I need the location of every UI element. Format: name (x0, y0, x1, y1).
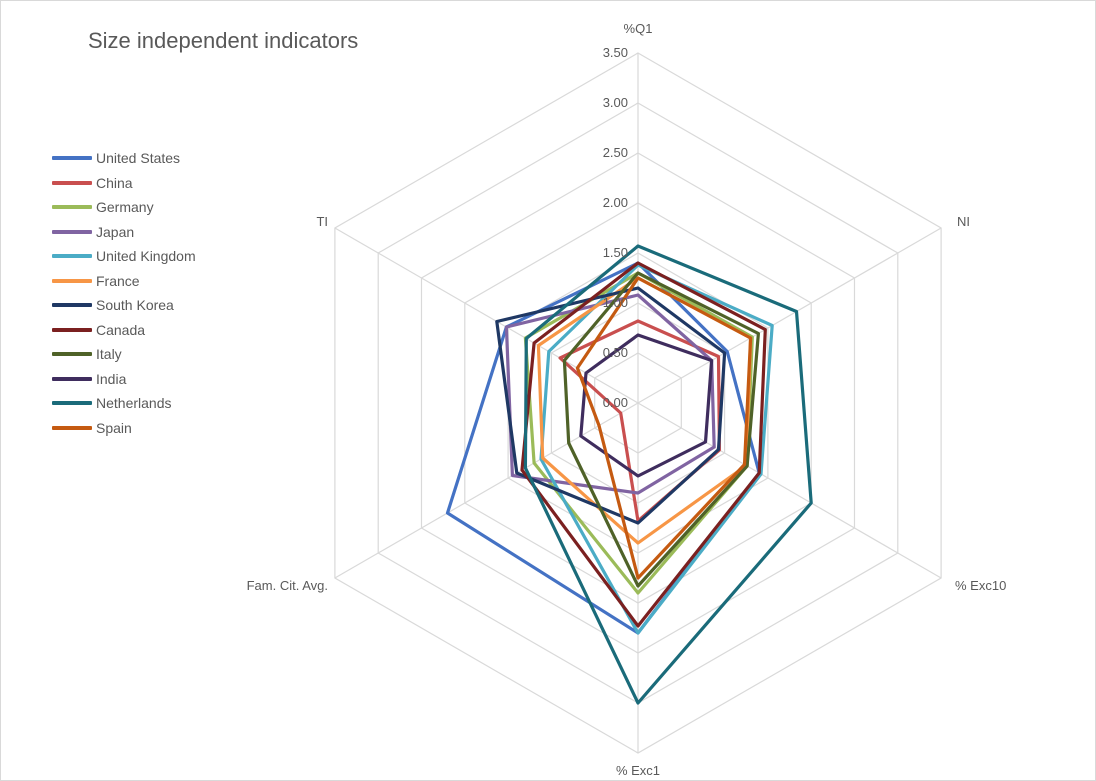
legend: United States China Germany Japan United Kin… (52, 146, 196, 440)
axis-spoke (334, 227, 639, 404)
legend-item: South Korea (52, 293, 196, 318)
legend-item: United States (52, 146, 196, 171)
legend-swatch (52, 156, 92, 161)
legend-swatch (52, 327, 92, 332)
series-line-netherlands (523, 244, 813, 705)
tick-label: 0.50 (603, 345, 628, 360)
legend-swatch (52, 180, 92, 185)
legend-item: Germany (52, 195, 196, 220)
legend-label: Italy (96, 346, 122, 363)
tick-label: 3.00 (603, 95, 628, 110)
legend-item: India (52, 367, 196, 392)
legend-swatch (52, 303, 92, 308)
tick-label: 1.50 (603, 245, 628, 260)
axis-label: % Exc1 (616, 763, 660, 778)
series-line-italy (562, 271, 761, 588)
radar-series (445, 244, 813, 705)
chart-title: Size independent indicators (88, 28, 359, 53)
legend-swatch (52, 229, 92, 234)
legend-swatch (52, 425, 92, 430)
legend-swatch (52, 352, 92, 357)
legend-label: China (96, 174, 133, 191)
axis-label: NI (957, 214, 970, 229)
legend-item: Canada (52, 318, 196, 343)
series-line-united-kingdom (539, 263, 774, 635)
legend-item: France (52, 269, 196, 294)
axis-label: TI (316, 214, 328, 229)
axis-spoke (637, 402, 942, 579)
legend-label: Japan (96, 223, 135, 240)
series-line-canada (520, 261, 767, 628)
legend-item: Italy (52, 342, 196, 367)
axis-spoke (334, 402, 639, 579)
legend-swatch (52, 205, 92, 210)
legend-item: Japan (52, 220, 196, 245)
radar-tick-labels: 0.00 0.50 1.00 1.50 2.00 2.50 3.00 3.50 (603, 45, 628, 410)
legend-label: Canada (96, 321, 146, 338)
legend-swatch (52, 401, 92, 406)
legend-label: India (96, 370, 127, 387)
tick-label: 2.50 (603, 145, 628, 160)
legend-item: China (52, 171, 196, 196)
legend-item: United Kingdom (52, 244, 196, 269)
legend-item: Spain (52, 416, 196, 441)
legend-label: Spain (96, 419, 132, 436)
tick-label: 0.00 (603, 395, 628, 410)
radar-axes (334, 53, 942, 753)
legend-item: Netherlands (52, 391, 196, 416)
axis-spoke (637, 227, 942, 404)
series-line-spain (575, 276, 753, 580)
legend-label: Germany (96, 199, 154, 216)
legend-label: United States (96, 150, 181, 167)
tick-label: 3.50 (603, 45, 628, 60)
axis-label: Fam. Cit. Avg. (247, 578, 328, 593)
legend-swatch (52, 254, 92, 259)
axis-label: % Exc10 (955, 578, 1006, 593)
series-line-south-korea (495, 286, 727, 525)
tick-label: 1.00 (603, 295, 628, 310)
legend-label: South Korea (96, 297, 174, 314)
legend-label: United Kingdom (96, 248, 196, 265)
legend-label: France (96, 272, 140, 289)
legend-swatch (52, 278, 92, 283)
legend-swatch (52, 376, 92, 381)
tick-label: 2.00 (603, 195, 628, 210)
series-line-india (579, 333, 714, 478)
radar-axis-labels: %Q1 NI % Exc10 % Exc1 Fam. Cit. Avg. TI (247, 21, 1007, 778)
legend-label: Netherlands (96, 395, 172, 412)
axis-label: %Q1 (624, 21, 653, 36)
